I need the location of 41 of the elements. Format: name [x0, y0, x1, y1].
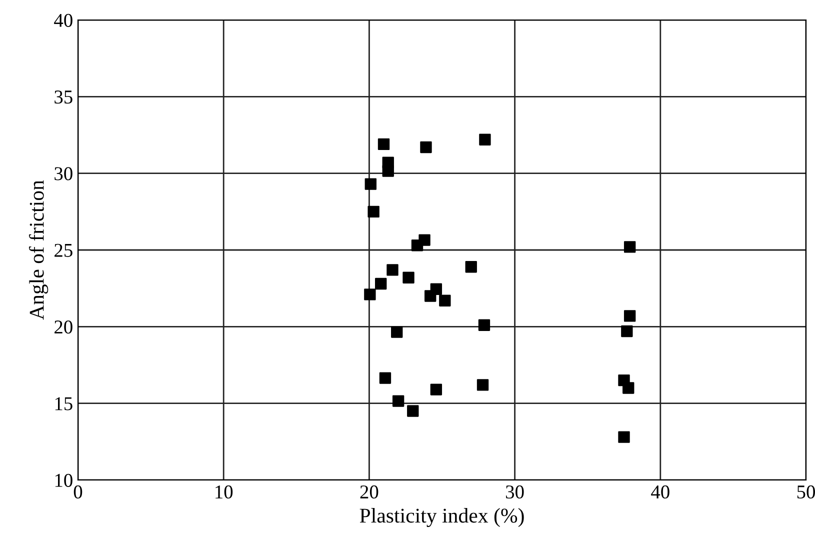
- x-tick-label: 40: [651, 485, 670, 499]
- point: [392, 395, 404, 407]
- y-tick-label: 10: [55, 474, 72, 487]
- point: [624, 310, 636, 322]
- point: [368, 206, 380, 218]
- point: [364, 178, 376, 190]
- point: [418, 234, 430, 246]
- point: [379, 372, 392, 384]
- point: [386, 264, 398, 276]
- point: [391, 326, 403, 338]
- y-tick-label: 15: [55, 397, 72, 410]
- point: [439, 294, 451, 306]
- point: [465, 261, 477, 273]
- x-tick-label: 0: [74, 485, 82, 499]
- point: [375, 278, 387, 290]
- point: [402, 272, 414, 284]
- point: [621, 325, 633, 338]
- point: [478, 319, 490, 331]
- point: [407, 405, 419, 417]
- point: [424, 290, 436, 302]
- x-tick-label: 30: [506, 485, 524, 499]
- point: [430, 384, 442, 396]
- y-tick-label: 30: [54, 167, 72, 180]
- point: [382, 165, 394, 177]
- point: [378, 138, 390, 150]
- y-tick-label: 40: [54, 14, 72, 27]
- y-tick-label: 35: [54, 90, 72, 104]
- point: [476, 379, 489, 391]
- x-tick-label: 20: [360, 485, 378, 499]
- x-axis-title: Plasticity index (%): [360, 508, 524, 527]
- x-tick-label: 50: [797, 485, 815, 499]
- point: [622, 382, 634, 394]
- x-tick-label: 10: [216, 485, 233, 499]
- point: [420, 141, 432, 154]
- y-axis-title: Angle of friction: [28, 180, 48, 320]
- point: [364, 288, 376, 300]
- point: [618, 431, 630, 443]
- y-tick-label: 20: [54, 320, 72, 334]
- point: [624, 241, 636, 253]
- y-tick-label: 25: [54, 244, 72, 257]
- point: [479, 134, 491, 146]
